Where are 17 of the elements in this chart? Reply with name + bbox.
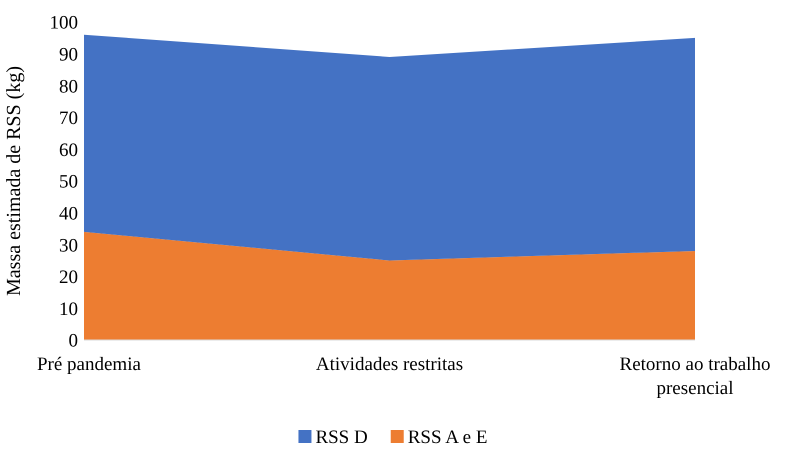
y-tick-label: 40 [59,203,78,224]
y-tick-label: 20 [59,267,78,288]
y-tick-label: 100 [50,12,78,34]
y-tick-label: 10 [59,298,78,320]
y-tick-label: 0 [68,330,78,352]
legend-label: RSS D [315,427,368,448]
legend-label: RSS A e E [408,427,488,448]
y-tick-label: 60 [59,140,78,161]
y-tick-label: 50 [59,172,78,193]
y-tick-label: 70 [59,108,78,130]
y-tick-label: 90 [59,44,78,66]
y-axis-title: Massa estimada de RSS (kg) [3,66,25,296]
x-tick-label: Retorno ao trabalho presencial [620,354,770,399]
x-tick-label: Pré pandemia [37,354,142,375]
y-tick-label: 30 [59,235,78,256]
y-tick-label: 80 [59,76,78,98]
x-tick-label: Atividades restritas [316,354,464,375]
